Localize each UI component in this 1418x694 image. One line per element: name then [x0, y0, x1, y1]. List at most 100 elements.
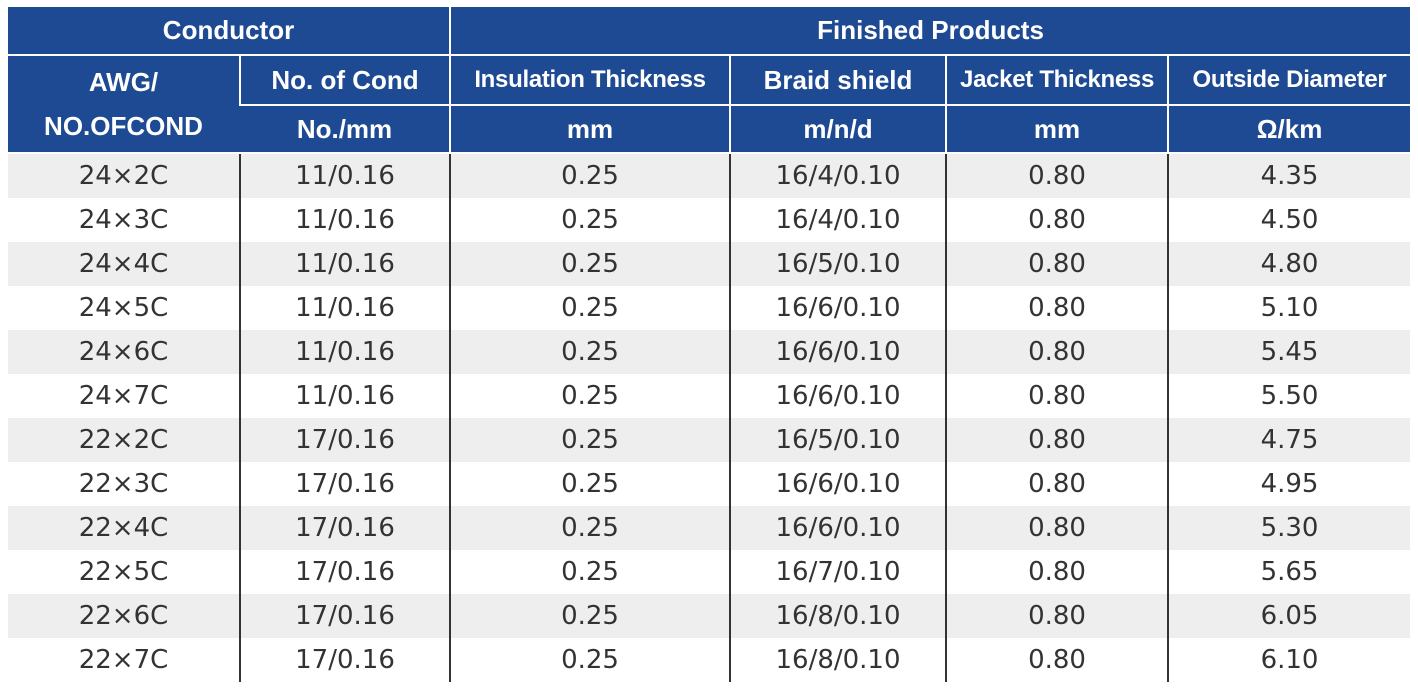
cell-diameter: 4.35 [1167, 153, 1411, 198]
cell-no-of-cond: 11/0.16 [238, 286, 451, 330]
cell-insulation: 0.25 [449, 286, 731, 330]
cell-diameter: 6.05 [1167, 594, 1411, 638]
cell-no-of-cond: 11/0.16 [238, 153, 451, 198]
cell-insulation: 0.25 [449, 594, 731, 638]
cell-diameter: 5.30 [1167, 506, 1411, 550]
cell-jacket: 0.80 [945, 153, 1169, 198]
cell-awg: 22×3C [8, 462, 240, 506]
cell-awg: 24×6C [8, 330, 240, 374]
cell-diameter: 5.50 [1167, 374, 1411, 418]
cell-awg: 22×7C [8, 638, 240, 682]
table-header: Conductor Finished Products AWG/ NO.OFCO… [8, 7, 1411, 154]
cell-jacket: 0.80 [945, 286, 1169, 330]
cell-diameter: 4.80 [1167, 242, 1411, 286]
cell-diameter: 5.65 [1167, 550, 1411, 594]
header-insulation-thickness: Insulation Thickness [449, 55, 731, 106]
cell-awg: 24×4C [8, 242, 240, 286]
cell-no-of-cond: 11/0.16 [238, 330, 451, 374]
cell-braid: 16/5/0.10 [729, 242, 947, 286]
cell-awg: 24×2C [8, 153, 240, 198]
cell-awg: 24×3C [8, 198, 240, 242]
header-finished-products: Finished Products [449, 7, 1411, 56]
cell-insulation: 0.25 [449, 462, 731, 506]
cell-awg: 22×6C [8, 594, 240, 638]
header-outside-diameter: Outside Diameter [1167, 55, 1411, 106]
table-row: 22×2C 17/0.16 0.25 16/5/0.10 0.80 4.75 [8, 418, 1411, 462]
cell-diameter: 6.10 [1167, 638, 1411, 682]
cell-insulation: 0.25 [449, 506, 731, 550]
cell-jacket: 0.80 [945, 506, 1169, 550]
cell-jacket: 0.80 [945, 462, 1169, 506]
table-row: 24×4C 11/0.16 0.25 16/5/0.10 0.80 4.80 [8, 242, 1411, 286]
cell-no-of-cond: 11/0.16 [238, 374, 451, 418]
unit-braid-mnd: m/n/d [729, 105, 947, 154]
table-row: 24×3C 11/0.16 0.25 16/4/0.10 0.80 4.50 [8, 198, 1411, 242]
cell-awg: 22×5C [8, 550, 240, 594]
cell-braid: 16/6/0.10 [729, 286, 947, 330]
cell-insulation: 0.25 [449, 242, 731, 286]
cell-awg: 22×4C [8, 506, 240, 550]
header-conductor: Conductor [8, 7, 451, 56]
unit-no-mm: No./mm [240, 105, 451, 154]
cell-no-of-cond: 11/0.16 [238, 242, 451, 286]
cell-jacket: 0.80 [945, 638, 1169, 682]
cell-insulation: 0.25 [449, 550, 731, 594]
table-row: 22×7C 17/0.16 0.25 16/8/0.10 0.80 6.10 [8, 638, 1411, 682]
cell-braid: 16/7/0.10 [729, 550, 947, 594]
header-no-of-cond: No. of Cond [238, 55, 451, 106]
unit-insulation-mm: mm [449, 105, 731, 154]
cell-braid: 16/6/0.10 [729, 506, 947, 550]
cell-jacket: 0.80 [945, 550, 1169, 594]
header-awg-no-of-cond: AWG/ NO.OFCOND [8, 55, 240, 154]
cell-braid: 16/6/0.10 [729, 462, 947, 506]
cell-jacket: 0.80 [945, 198, 1169, 242]
cell-diameter: 4.75 [1167, 418, 1411, 462]
cell-insulation: 0.25 [449, 330, 731, 374]
cell-insulation: 0.25 [449, 638, 731, 682]
table-row: 24×7C 11/0.16 0.25 16/6/0.10 0.80 5.50 [8, 374, 1411, 418]
cell-braid: 16/4/0.10 [729, 153, 947, 198]
table-body: 24×2C 11/0.16 0.25 16/4/0.10 0.80 4.35 24×3C 11… [8, 153, 1411, 682]
cell-braid: 16/6/0.10 [729, 330, 947, 374]
header-awg-line2: NO.OFCOND [44, 111, 203, 141]
unit-jacket-mm: mm [945, 105, 1169, 154]
table-row: 24×6C 11/0.16 0.25 16/6/0.10 0.80 5.45 [8, 330, 1411, 374]
header-column-row: AWG/ NO.OFCOND No. of Cond Insulation Th… [8, 55, 1411, 154]
cell-no-of-cond: 17/0.16 [238, 506, 451, 550]
cell-jacket: 0.80 [945, 418, 1169, 462]
header-braid-shield: Braid shield [729, 55, 947, 106]
cell-no-of-cond: 17/0.16 [238, 418, 451, 462]
cell-awg: 24×5C [8, 286, 240, 330]
table-row: 22×5C 17/0.16 0.25 16/7/0.10 0.80 5.65 [8, 550, 1411, 594]
cell-braid: 16/4/0.10 [729, 198, 947, 242]
cell-diameter: 4.95 [1167, 462, 1411, 506]
cell-no-of-cond: 17/0.16 [238, 550, 451, 594]
cell-no-of-cond: 17/0.16 [238, 594, 451, 638]
cell-no-of-cond: 17/0.16 [238, 638, 451, 682]
cell-insulation: 0.25 [449, 153, 731, 198]
cell-jacket: 0.80 [945, 374, 1169, 418]
table-row: 22×3C 17/0.16 0.25 16/6/0.10 0.80 4.95 [8, 462, 1411, 506]
table-row: 24×5C 11/0.16 0.25 16/6/0.10 0.80 5.10 [8, 286, 1411, 330]
header-jacket-thickness: Jacket Thickness [945, 55, 1169, 106]
cell-braid: 16/8/0.10 [729, 594, 947, 638]
cell-insulation: 0.25 [449, 374, 731, 418]
cell-jacket: 0.80 [945, 594, 1169, 638]
cell-braid: 16/8/0.10 [729, 638, 947, 682]
cell-diameter: 5.45 [1167, 330, 1411, 374]
cable-spec-table: Conductor Finished Products AWG/ NO.OFCO… [8, 7, 1411, 682]
cell-insulation: 0.25 [449, 418, 731, 462]
cell-diameter: 4.50 [1167, 198, 1411, 242]
cell-insulation: 0.25 [449, 198, 731, 242]
cell-jacket: 0.80 [945, 242, 1169, 286]
cell-jacket: 0.80 [945, 330, 1169, 374]
header-awg-line1: AWG/ [88, 67, 159, 97]
table-row: 22×6C 17/0.16 0.25 16/8/0.10 0.80 6.05 [8, 594, 1411, 638]
cell-no-of-cond: 17/0.16 [238, 462, 451, 506]
cell-no-of-cond: 11/0.16 [238, 198, 451, 242]
table-row: 24×2C 11/0.16 0.25 16/4/0.10 0.80 4.35 [8, 153, 1411, 198]
table-row: 22×4C 17/0.16 0.25 16/6/0.10 0.80 5.30 [8, 506, 1411, 550]
cell-braid: 16/6/0.10 [729, 374, 947, 418]
header-unit-row: No./mm mm m/n/d mm Ω/km [8, 105, 1411, 154]
cell-diameter: 5.10 [1167, 286, 1411, 330]
